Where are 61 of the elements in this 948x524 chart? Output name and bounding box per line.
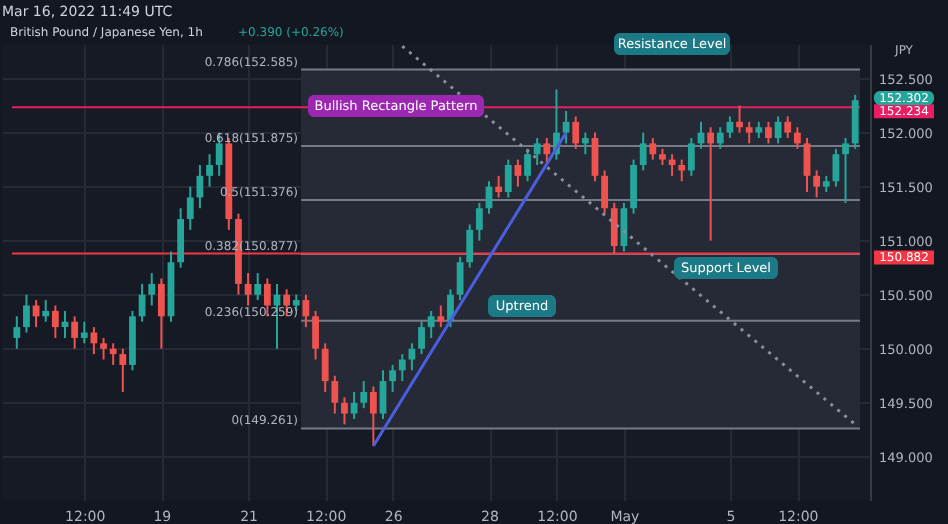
- candlestick: [312, 309, 319, 361]
- candlestick: [765, 120, 772, 145]
- candlestick: [687, 137, 695, 177]
- candlestick: [51, 304, 59, 339]
- candlestick: [793, 126, 801, 150]
- candlestick: [341, 396, 348, 426]
- candlestick: [726, 115, 734, 140]
- candlestick: [369, 385, 377, 447]
- candlestick: [803, 137, 811, 194]
- candlestick: [157, 277, 165, 350]
- candlestick: [389, 363, 397, 393]
- candlestick: [398, 353, 406, 383]
- candlestick: [331, 374, 339, 415]
- candlestick: [177, 207, 185, 269]
- candlestick: [533, 137, 541, 167]
- candlestick: [514, 158, 522, 188]
- candlestick: [466, 223, 474, 269]
- candlestick: [784, 115, 792, 140]
- candlestick: [504, 158, 512, 199]
- candlestick: [716, 126, 724, 150]
- candlestick: [109, 342, 117, 366]
- candlestick: [13, 315, 21, 350]
- candlestick: [678, 158, 686, 183]
- candlestick: [572, 115, 580, 150]
- candlestick: [630, 158, 637, 215]
- candlestick: [851, 93, 859, 150]
- candlestick: [71, 315, 79, 350]
- candlestick: [456, 255, 464, 302]
- candlestick: [254, 272, 262, 302]
- candlestick: [244, 272, 252, 307]
- candlestick: [495, 174, 503, 199]
- candlestick: [649, 137, 657, 161]
- candlestick: [842, 137, 849, 204]
- candlestick: [581, 131, 589, 156]
- candlestick: [543, 137, 551, 167]
- candlestick: [408, 342, 416, 372]
- candlestick: [350, 390, 358, 420]
- candlestick: [524, 147, 531, 183]
- candlestick: [418, 320, 425, 356]
- candlestick: [80, 320, 88, 345]
- candlestick: [437, 304, 445, 329]
- candlestick: [100, 336, 107, 361]
- candlestick: [119, 347, 127, 393]
- candlestick: [736, 104, 743, 134]
- candlestick: [610, 201, 618, 255]
- candlestick: [32, 299, 40, 329]
- candlestick: [813, 169, 821, 199]
- candlestick: [427, 309, 435, 339]
- candlestick: [745, 120, 753, 145]
- candlestick: [42, 299, 50, 323]
- candlestick: [360, 380, 368, 410]
- candlestick: [321, 342, 329, 393]
- candlestick: [379, 369, 387, 420]
- candlestick: [148, 272, 156, 307]
- candlestick: [23, 293, 30, 334]
- candlestick: [639, 131, 647, 172]
- candlestick: [707, 126, 715, 242]
- candlestick: [475, 201, 483, 242]
- candlestick: [601, 169, 609, 215]
- candlestick: [206, 153, 213, 188]
- candlestick: [186, 185, 194, 231]
